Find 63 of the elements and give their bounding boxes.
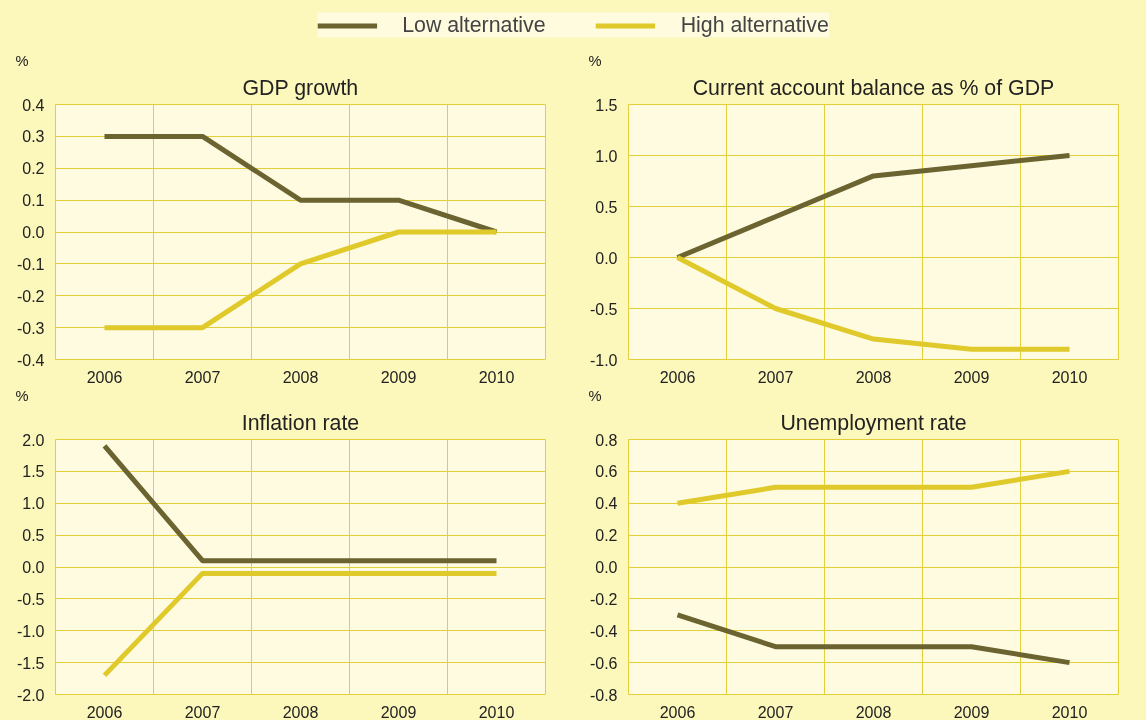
y-tick-label: 0.0 xyxy=(22,559,45,576)
y-tick-label: 0.0 xyxy=(595,249,618,267)
chart-title: GDP growth xyxy=(242,75,359,100)
y-tick-label: 0.4 xyxy=(595,495,618,513)
x-tick-label: 2008 xyxy=(855,368,892,386)
y-tick-label: -0.2 xyxy=(16,287,45,305)
x-tick-label: 2009 xyxy=(380,368,417,386)
x-tick-label: 2010 xyxy=(1051,368,1088,386)
legend-label: High alternative xyxy=(680,12,829,38)
y-tick-label: 0.0 xyxy=(22,224,45,241)
x-tick-label: 2006 xyxy=(86,703,123,721)
y-tick-label: 0.2 xyxy=(595,527,618,545)
x-tick-label: 2006 xyxy=(86,368,123,386)
y-axis-title: % xyxy=(588,387,602,404)
y-tick-label: -0.8 xyxy=(589,686,618,704)
y-tick-label: 0.4 xyxy=(22,96,45,114)
y-tick-label: -1.0 xyxy=(589,351,618,369)
y-tick-label: 0.5 xyxy=(22,527,45,545)
x-tick-label: 2007 xyxy=(184,368,221,386)
y-tick-label: 1.5 xyxy=(22,463,45,481)
x-tick-label: 2008 xyxy=(282,703,319,721)
y-axis-title: % xyxy=(15,52,29,69)
y-tick-label: -0.5 xyxy=(589,300,618,318)
legend-label: Low alternative xyxy=(402,12,546,38)
x-tick-label: 2007 xyxy=(184,703,221,721)
y-tick-label: -0.2 xyxy=(589,590,618,608)
y-tick-label: -0.4 xyxy=(589,622,618,640)
y-tick-label: -1.0 xyxy=(16,622,45,640)
x-tick-label: 2006 xyxy=(659,703,696,721)
y-tick-label: 1.0 xyxy=(595,147,618,165)
y-tick-label: 1.0 xyxy=(22,495,45,513)
x-tick-label: 2006 xyxy=(659,368,696,386)
y-tick-label: 0.6 xyxy=(595,463,618,481)
y-tick-label: 2.0 xyxy=(22,431,45,449)
chart-title: Unemployment rate xyxy=(780,410,967,435)
x-tick-label: 2010 xyxy=(1051,703,1088,721)
y-tick-label: 1.5 xyxy=(595,96,618,114)
y-tick-label: 0.0 xyxy=(595,559,618,576)
y-tick-label: -1.5 xyxy=(16,654,45,672)
y-tick-label: 0.8 xyxy=(595,431,618,449)
x-tick-label: 2010 xyxy=(478,368,515,386)
y-tick-label: 0.1 xyxy=(22,192,45,210)
y-tick-label: 0.2 xyxy=(22,160,45,178)
x-tick-label: 2007 xyxy=(757,368,794,386)
x-tick-label: 2009 xyxy=(953,368,990,386)
chart-title: Inflation rate xyxy=(241,410,360,435)
x-tick-label: 2008 xyxy=(855,703,892,721)
y-tick-label: -0.4 xyxy=(16,351,45,369)
x-tick-label: 2010 xyxy=(478,703,515,721)
y-tick-label: -0.1 xyxy=(16,255,45,273)
y-tick-label: 0.5 xyxy=(595,198,618,216)
y-tick-label: 0.3 xyxy=(22,128,45,146)
chart-title: Current account balance as % of GDP xyxy=(692,75,1055,100)
x-tick-label: 2007 xyxy=(757,703,794,721)
x-tick-label: 2009 xyxy=(380,703,417,721)
y-tick-label: -0.3 xyxy=(16,319,45,337)
y-tick-label: -0.6 xyxy=(589,654,618,672)
x-tick-label: 2008 xyxy=(282,368,319,386)
y-tick-label: -2.0 xyxy=(16,686,45,704)
y-tick-label: -0.5 xyxy=(16,590,45,608)
x-tick-label: 2009 xyxy=(953,703,990,721)
y-axis-title: % xyxy=(588,52,602,69)
y-axis-title: % xyxy=(15,387,29,404)
